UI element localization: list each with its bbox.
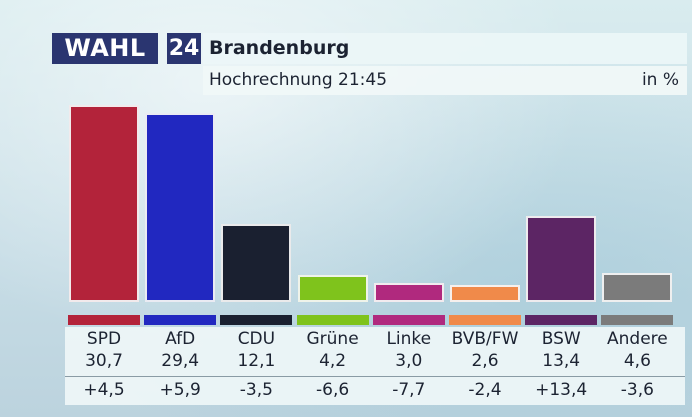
bar-linke — [373, 282, 444, 302]
chart-subtitle-box: Hochrechnung 21:45 in % — [203, 66, 687, 95]
legend-swatch-andere — [601, 315, 674, 325]
value-label-bvb-fw: 2,6 — [471, 351, 499, 371]
wahl-logo-text: WAHL — [64, 34, 146, 62]
chart-subtitle: Hochrechnung 21:45 — [209, 70, 388, 90]
unit-label: in % — [641, 70, 679, 90]
wahl-number-text: 24 — [168, 36, 200, 61]
category-label-gr-ne: Grüne — [306, 329, 359, 349]
category-label-andere: Andere — [607, 329, 668, 349]
legend-swatch-linke — [372, 315, 445, 325]
change-label-andere: -3,6 — [620, 380, 654, 400]
change-label-gr-ne: -6,6 — [316, 380, 350, 400]
category-label-spd: SPD — [86, 329, 122, 349]
results-table — [65, 327, 685, 405]
bar-bvb-fw — [450, 285, 520, 302]
value-label-cdu: 12,1 — [237, 351, 276, 371]
value-label-linke: 3,0 — [395, 351, 423, 371]
chart-title: Brandenburg — [209, 37, 350, 59]
legend-swatch-bsw — [525, 315, 598, 325]
value-label-afd: 29,4 — [161, 351, 200, 371]
value-label-bsw: 13,4 — [542, 351, 581, 371]
change-label-afd: +5,9 — [159, 380, 201, 400]
legend-swatch-gr-ne — [296, 315, 369, 325]
category-label-cdu: CDU — [237, 329, 276, 349]
value-label-andere: 4,6 — [623, 351, 651, 371]
bar-gr-ne — [297, 275, 368, 302]
category-label-bvb-fw: BVB/FW — [451, 329, 519, 349]
value-label-gr-ne: 4,2 — [319, 351, 347, 371]
legend-swatch-bvb-fw — [449, 315, 521, 325]
wahl-logo: WAHL — [52, 33, 158, 64]
change-label-bsw: +13,4 — [535, 380, 588, 400]
bar-spd — [69, 105, 139, 302]
value-label-spd: 30,7 — [85, 351, 123, 371]
change-label-spd: +4,5 — [83, 380, 125, 400]
wahl-number-badge: 24 — [167, 33, 201, 64]
legend-swatch-spd — [68, 315, 140, 325]
legend-swatch-afd — [144, 315, 217, 325]
change-label-cdu: -3,5 — [239, 380, 273, 400]
change-label-linke: -7,7 — [392, 380, 426, 400]
bar-cdu — [221, 224, 292, 302]
bar-afd — [145, 113, 216, 302]
bar-bsw — [526, 216, 597, 302]
category-label-bsw: BSW — [541, 329, 581, 349]
category-label-afd: AfD — [165, 329, 196, 349]
change-label-bvb-fw: -2,4 — [468, 380, 502, 400]
legend-swatch-cdu — [220, 315, 293, 325]
results-table-divider — [65, 376, 685, 377]
category-label-linke: Linke — [386, 329, 432, 349]
chart-title-box: Brandenburg — [203, 33, 687, 64]
bar-andere — [602, 272, 673, 302]
